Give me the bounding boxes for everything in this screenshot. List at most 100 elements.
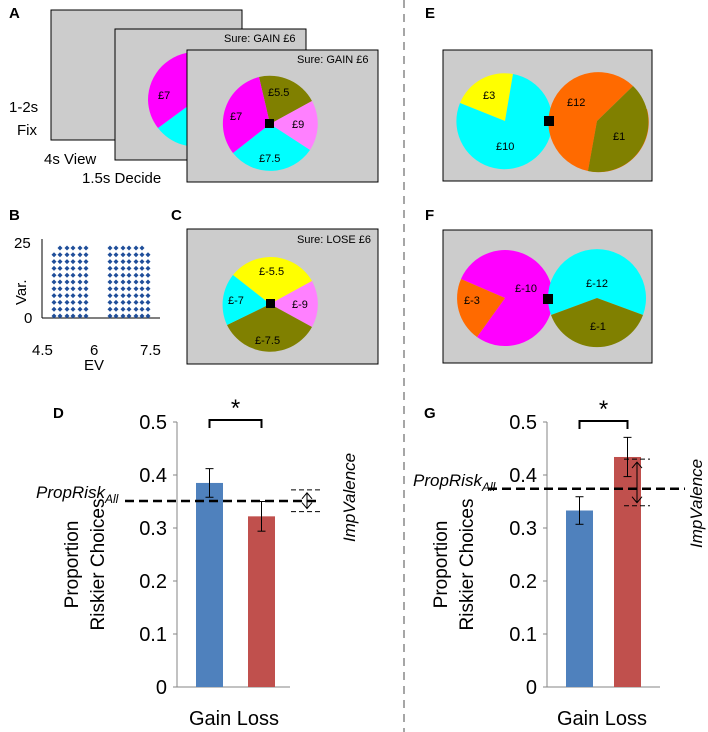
design-point <box>64 313 70 319</box>
design-point <box>51 272 57 278</box>
design-point <box>51 252 57 258</box>
design-point <box>64 279 70 285</box>
b-xtick-75: 7.5 <box>140 342 161 359</box>
significance-star: * <box>599 396 608 423</box>
design-point <box>70 286 76 292</box>
design-point <box>83 252 89 258</box>
c-slice-label-1: £-5.5 <box>259 266 284 278</box>
design-point <box>51 293 57 299</box>
decide-sure-text: Sure: GAIN £6 <box>297 54 369 66</box>
x-label: Gain Loss <box>557 708 647 730</box>
design-point <box>120 313 126 319</box>
design-point <box>107 299 113 305</box>
decide-slice-label-2: £9 <box>292 119 304 131</box>
chart-d: 0 0.1 0.2 0.3 0.4 0.5 * PropRiskAll ImpValence Pr… <box>36 395 359 730</box>
e-left-slice-yellow <box>460 73 513 121</box>
design-point <box>139 252 145 258</box>
design-point <box>139 313 145 319</box>
design-point <box>70 252 76 258</box>
design-point <box>113 245 119 251</box>
y-tick-label: 0.5 <box>139 412 167 434</box>
design-point <box>107 245 113 251</box>
b-xtick-6: 6 <box>90 342 98 359</box>
f-right-label-1: £-12 <box>586 278 608 290</box>
design-point <box>64 252 70 258</box>
design-point <box>126 286 132 292</box>
design-point <box>133 299 139 305</box>
bracket-arrowhead-down <box>631 496 643 504</box>
design-point <box>133 245 139 251</box>
design-point <box>70 313 76 319</box>
design-point <box>51 299 57 305</box>
design-point <box>120 279 126 285</box>
design-point <box>77 293 83 299</box>
design-point <box>57 313 63 319</box>
design-point <box>107 306 113 312</box>
design-point <box>126 252 132 258</box>
b-xlabel: EV <box>84 357 104 374</box>
e-right-slice-olive <box>588 86 649 173</box>
timing-fix-2: Fix <box>17 122 37 139</box>
design-point <box>113 252 119 258</box>
design-point <box>126 313 132 319</box>
design-point <box>107 313 113 319</box>
design-point <box>145 286 151 292</box>
significance-bracket <box>578 420 629 429</box>
decide-screen: Sure: GAIN £6 £5.5 £9 £7.5 £7 <box>186 49 379 183</box>
design-point <box>57 299 63 305</box>
y-tick-label: 0.5 <box>509 412 537 434</box>
design-point <box>139 306 145 312</box>
y-tick-label: 0.4 <box>139 465 167 487</box>
design-point <box>57 252 63 258</box>
decide-slice-label-1: £5.5 <box>268 87 289 99</box>
bracket-arrowhead-down <box>301 502 313 510</box>
e-right-label-1: £12 <box>567 97 585 109</box>
design-point <box>83 306 89 312</box>
c-fixation-cross <box>266 299 275 308</box>
design-point <box>139 299 145 305</box>
design-point <box>107 279 113 285</box>
design-point <box>83 245 89 251</box>
reference-label: PropRiskAll <box>413 471 496 494</box>
design-point <box>113 306 119 312</box>
y-tick-label: 0.4 <box>509 465 537 487</box>
design-point <box>64 293 70 299</box>
y-tick-label: 0.1 <box>139 624 167 646</box>
design-point <box>77 252 83 258</box>
design-point <box>139 272 145 278</box>
design-point <box>133 286 139 292</box>
design-point <box>120 259 126 265</box>
reference-label: PropRiskAll <box>36 483 119 506</box>
design-point <box>120 293 126 299</box>
design-point <box>113 259 119 265</box>
design-point <box>113 272 119 278</box>
c-slice-cyan <box>222 275 270 325</box>
e-left-slice-cyan <box>456 74 553 170</box>
f-right-label-2: £-1 <box>590 321 606 333</box>
design-point <box>145 265 151 271</box>
design-point <box>139 265 145 271</box>
b-ytick-25: 25 <box>14 235 31 252</box>
decide-slice-cyan <box>233 124 310 171</box>
panel-label-a: A <box>9 5 20 22</box>
chart-g: 0 0.1 0.2 0.3 0.4 0.5 * PropRiskAll ImpValence Pr… <box>413 396 706 730</box>
design-point <box>107 286 113 292</box>
y-tick-label: 0.2 <box>509 571 537 593</box>
bracket-arrowhead-up <box>301 492 313 500</box>
f-left-label-1: £-10 <box>515 283 537 295</box>
design-point <box>77 245 83 251</box>
significance-star: * <box>231 395 240 422</box>
annotation-label: ImpValence <box>340 453 359 542</box>
timing-fix-1: 1-2s <box>9 99 38 116</box>
design-point <box>83 299 89 305</box>
design-point <box>57 259 63 265</box>
design-point <box>83 265 89 271</box>
design-point <box>133 252 139 258</box>
design-point <box>70 245 76 251</box>
y-label-line2: Riskier Choices <box>88 499 109 631</box>
design-point <box>64 259 70 265</box>
design-point <box>83 272 89 278</box>
f-fixation-cross <box>543 294 553 304</box>
design-point <box>133 259 139 265</box>
design-point <box>120 286 126 292</box>
